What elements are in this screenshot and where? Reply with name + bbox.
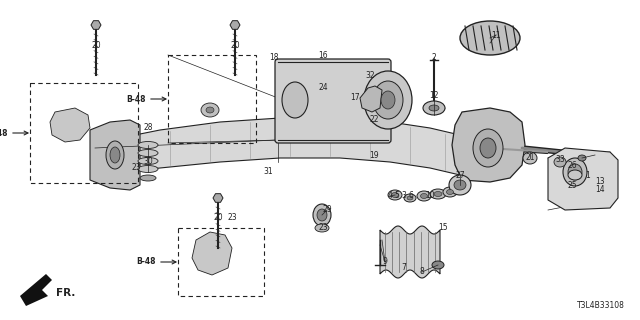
Ellipse shape	[138, 165, 158, 172]
Text: 20: 20	[91, 41, 101, 50]
Text: 25: 25	[567, 180, 577, 189]
Text: 31: 31	[263, 167, 273, 177]
Ellipse shape	[480, 138, 496, 158]
Polygon shape	[90, 120, 140, 190]
Polygon shape	[213, 194, 223, 202]
Ellipse shape	[201, 103, 219, 117]
Ellipse shape	[138, 149, 158, 156]
Text: 23: 23	[227, 213, 237, 222]
Ellipse shape	[563, 158, 587, 186]
Text: B-48: B-48	[127, 94, 146, 103]
Ellipse shape	[423, 101, 445, 115]
Ellipse shape	[447, 189, 454, 195]
FancyBboxPatch shape	[275, 59, 391, 143]
Text: 7: 7	[401, 263, 406, 273]
Ellipse shape	[417, 191, 431, 201]
Text: 33: 33	[555, 156, 565, 164]
Text: FR.: FR.	[56, 288, 76, 298]
Ellipse shape	[568, 164, 582, 180]
Polygon shape	[380, 226, 440, 278]
Ellipse shape	[554, 157, 566, 167]
Ellipse shape	[315, 224, 329, 232]
Ellipse shape	[432, 261, 444, 269]
Ellipse shape	[140, 175, 156, 181]
Ellipse shape	[568, 170, 582, 180]
Text: 24: 24	[318, 84, 328, 92]
Polygon shape	[91, 21, 101, 29]
Text: 3: 3	[401, 191, 406, 201]
Ellipse shape	[392, 193, 399, 197]
Text: 6: 6	[408, 191, 413, 201]
Ellipse shape	[434, 191, 442, 196]
Polygon shape	[192, 232, 232, 275]
Ellipse shape	[388, 190, 402, 200]
Text: 10: 10	[425, 191, 435, 201]
Ellipse shape	[206, 107, 214, 113]
Ellipse shape	[106, 141, 124, 169]
Ellipse shape	[429, 105, 439, 111]
Ellipse shape	[430, 189, 446, 199]
Text: 19: 19	[369, 150, 379, 159]
Ellipse shape	[407, 196, 413, 200]
Ellipse shape	[364, 71, 412, 129]
Text: 12: 12	[429, 91, 439, 100]
Polygon shape	[20, 274, 52, 306]
Ellipse shape	[449, 175, 471, 195]
Text: 30: 30	[143, 157, 153, 166]
Ellipse shape	[443, 187, 457, 197]
Bar	[168, 55, 256, 143]
Polygon shape	[95, 118, 470, 182]
Ellipse shape	[381, 91, 395, 109]
Ellipse shape	[578, 155, 586, 161]
Text: 1: 1	[586, 171, 590, 180]
Text: 14: 14	[595, 186, 605, 195]
Text: 18: 18	[269, 52, 279, 61]
Text: 27: 27	[455, 171, 465, 180]
Text: 9: 9	[383, 258, 387, 267]
Text: 13: 13	[595, 178, 605, 187]
Bar	[30, 83, 138, 183]
Text: 4: 4	[388, 191, 392, 201]
Ellipse shape	[138, 141, 158, 148]
Text: 23: 23	[318, 223, 328, 233]
Text: 16: 16	[318, 51, 328, 60]
Ellipse shape	[404, 194, 416, 202]
Polygon shape	[50, 108, 90, 142]
Text: B-48: B-48	[0, 129, 8, 138]
Ellipse shape	[282, 82, 308, 118]
Text: 26: 26	[567, 161, 577, 170]
Text: T3L4B33108: T3L4B33108	[577, 301, 625, 310]
Ellipse shape	[313, 204, 331, 226]
Text: 2: 2	[431, 52, 436, 61]
Ellipse shape	[460, 21, 520, 55]
Ellipse shape	[138, 157, 158, 164]
Ellipse shape	[473, 129, 503, 167]
Ellipse shape	[317, 209, 327, 221]
Text: B-48: B-48	[136, 258, 156, 267]
Bar	[178, 228, 264, 296]
Ellipse shape	[110, 147, 120, 163]
Text: 15: 15	[438, 223, 448, 233]
Text: 22: 22	[369, 116, 379, 124]
Polygon shape	[452, 108, 525, 182]
Polygon shape	[548, 148, 618, 210]
Text: 5: 5	[395, 191, 399, 201]
Ellipse shape	[373, 81, 403, 119]
Text: 20: 20	[230, 41, 240, 50]
Text: 28: 28	[143, 124, 153, 132]
Text: 29: 29	[322, 205, 332, 214]
Text: 17: 17	[350, 93, 360, 102]
Text: 23: 23	[131, 164, 141, 172]
Ellipse shape	[523, 152, 537, 164]
Text: 32: 32	[365, 70, 375, 79]
Text: 21: 21	[525, 154, 535, 163]
Text: 11: 11	[492, 30, 500, 39]
Ellipse shape	[454, 180, 466, 190]
Polygon shape	[360, 86, 382, 112]
Text: 20: 20	[213, 213, 223, 222]
Text: 8: 8	[420, 268, 424, 276]
Ellipse shape	[420, 194, 428, 198]
Polygon shape	[230, 21, 240, 29]
